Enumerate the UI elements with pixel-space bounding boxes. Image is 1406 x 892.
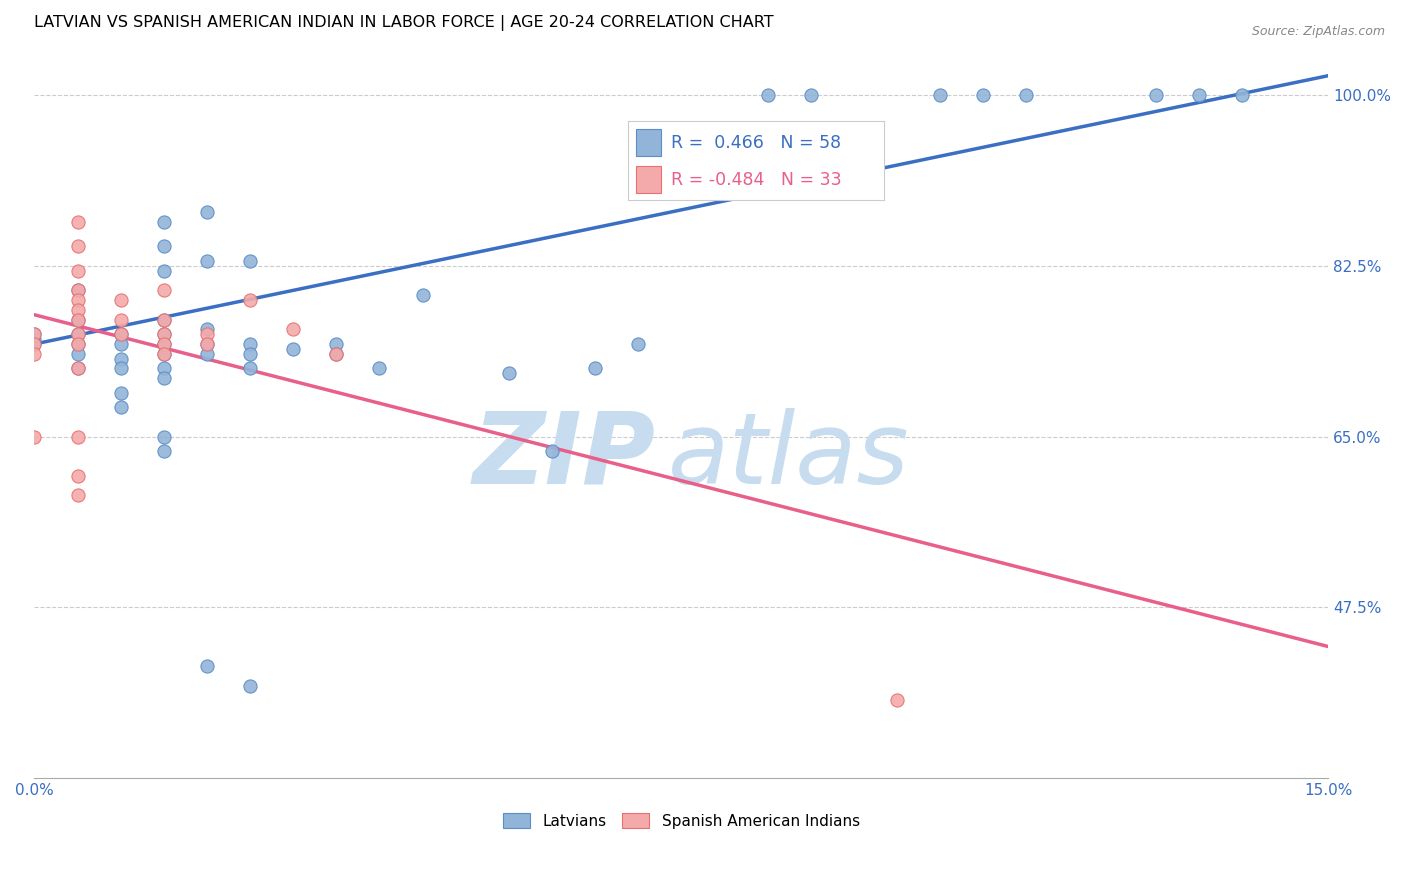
Point: [325, 347, 347, 361]
Point: [152, 312, 174, 326]
Point: [66, 430, 89, 444]
Text: ZIP: ZIP: [472, 408, 655, 505]
Point: [110, 361, 132, 376]
Point: [110, 312, 132, 326]
Text: Source: ZipAtlas.com: Source: ZipAtlas.com: [1251, 25, 1385, 38]
Point: [152, 430, 174, 444]
Text: R =  0.466   N = 58: R = 0.466 N = 58: [672, 134, 842, 152]
Point: [66, 327, 89, 342]
Point: [66, 337, 89, 351]
Point: [110, 293, 132, 307]
Point: [110, 351, 132, 366]
Point: [152, 284, 174, 298]
Point: [239, 679, 262, 693]
Point: [66, 284, 89, 298]
Point: [66, 488, 89, 502]
Point: [756, 88, 779, 103]
Point: [239, 361, 262, 376]
Point: [22, 337, 45, 351]
Point: [195, 337, 218, 351]
Point: [66, 361, 89, 376]
Point: [583, 361, 606, 376]
Point: [1144, 88, 1167, 103]
Point: [152, 371, 174, 385]
Point: [368, 361, 391, 376]
Point: [239, 254, 262, 268]
Point: [66, 468, 89, 483]
Point: [195, 327, 218, 342]
Point: [110, 337, 132, 351]
Point: [152, 327, 174, 342]
Point: [800, 88, 823, 103]
Point: [152, 337, 174, 351]
Point: [627, 337, 650, 351]
FancyBboxPatch shape: [636, 128, 661, 156]
Point: [1230, 88, 1253, 103]
Point: [886, 693, 908, 707]
Point: [66, 293, 89, 307]
Text: R = -0.484   N = 33: R = -0.484 N = 33: [672, 171, 842, 189]
Point: [929, 88, 952, 103]
Point: [281, 322, 304, 336]
Point: [195, 254, 218, 268]
Point: [1015, 88, 1038, 103]
Point: [66, 264, 89, 278]
Point: [22, 347, 45, 361]
Point: [66, 239, 89, 253]
Point: [152, 347, 174, 361]
Point: [239, 337, 262, 351]
Point: [1188, 88, 1211, 103]
Point: [66, 347, 89, 361]
Point: [22, 337, 45, 351]
Point: [66, 327, 89, 342]
Point: [66, 312, 89, 326]
Point: [972, 88, 994, 103]
Text: LATVIAN VS SPANISH AMERICAN INDIAN IN LABOR FORCE | AGE 20-24 CORRELATION CHART: LATVIAN VS SPANISH AMERICAN INDIAN IN LA…: [34, 15, 773, 31]
Point: [66, 302, 89, 317]
Point: [152, 327, 174, 342]
Point: [195, 337, 218, 351]
Point: [152, 264, 174, 278]
Point: [195, 347, 218, 361]
Legend: Latvians, Spanish American Indians: Latvians, Spanish American Indians: [495, 805, 868, 837]
Point: [110, 327, 132, 342]
Point: [22, 430, 45, 444]
Point: [66, 215, 89, 229]
Point: [239, 347, 262, 361]
Point: [152, 361, 174, 376]
Point: [325, 337, 347, 351]
Point: [152, 239, 174, 253]
Point: [152, 347, 174, 361]
Point: [541, 444, 564, 458]
Point: [152, 444, 174, 458]
Point: [498, 367, 520, 381]
Point: [66, 284, 89, 298]
Point: [110, 401, 132, 415]
Point: [152, 215, 174, 229]
Point: [281, 342, 304, 356]
Point: [325, 347, 347, 361]
Point: [22, 327, 45, 342]
Point: [152, 337, 174, 351]
Point: [412, 288, 434, 302]
Point: [195, 205, 218, 219]
Point: [22, 332, 45, 346]
Point: [66, 361, 89, 376]
Point: [152, 312, 174, 326]
Point: [22, 327, 45, 342]
Point: [110, 327, 132, 342]
Text: atlas: atlas: [668, 408, 910, 505]
Point: [110, 385, 132, 400]
Point: [66, 337, 89, 351]
FancyBboxPatch shape: [636, 166, 661, 194]
Point: [195, 659, 218, 673]
Point: [66, 312, 89, 326]
Point: [239, 293, 262, 307]
Point: [195, 322, 218, 336]
